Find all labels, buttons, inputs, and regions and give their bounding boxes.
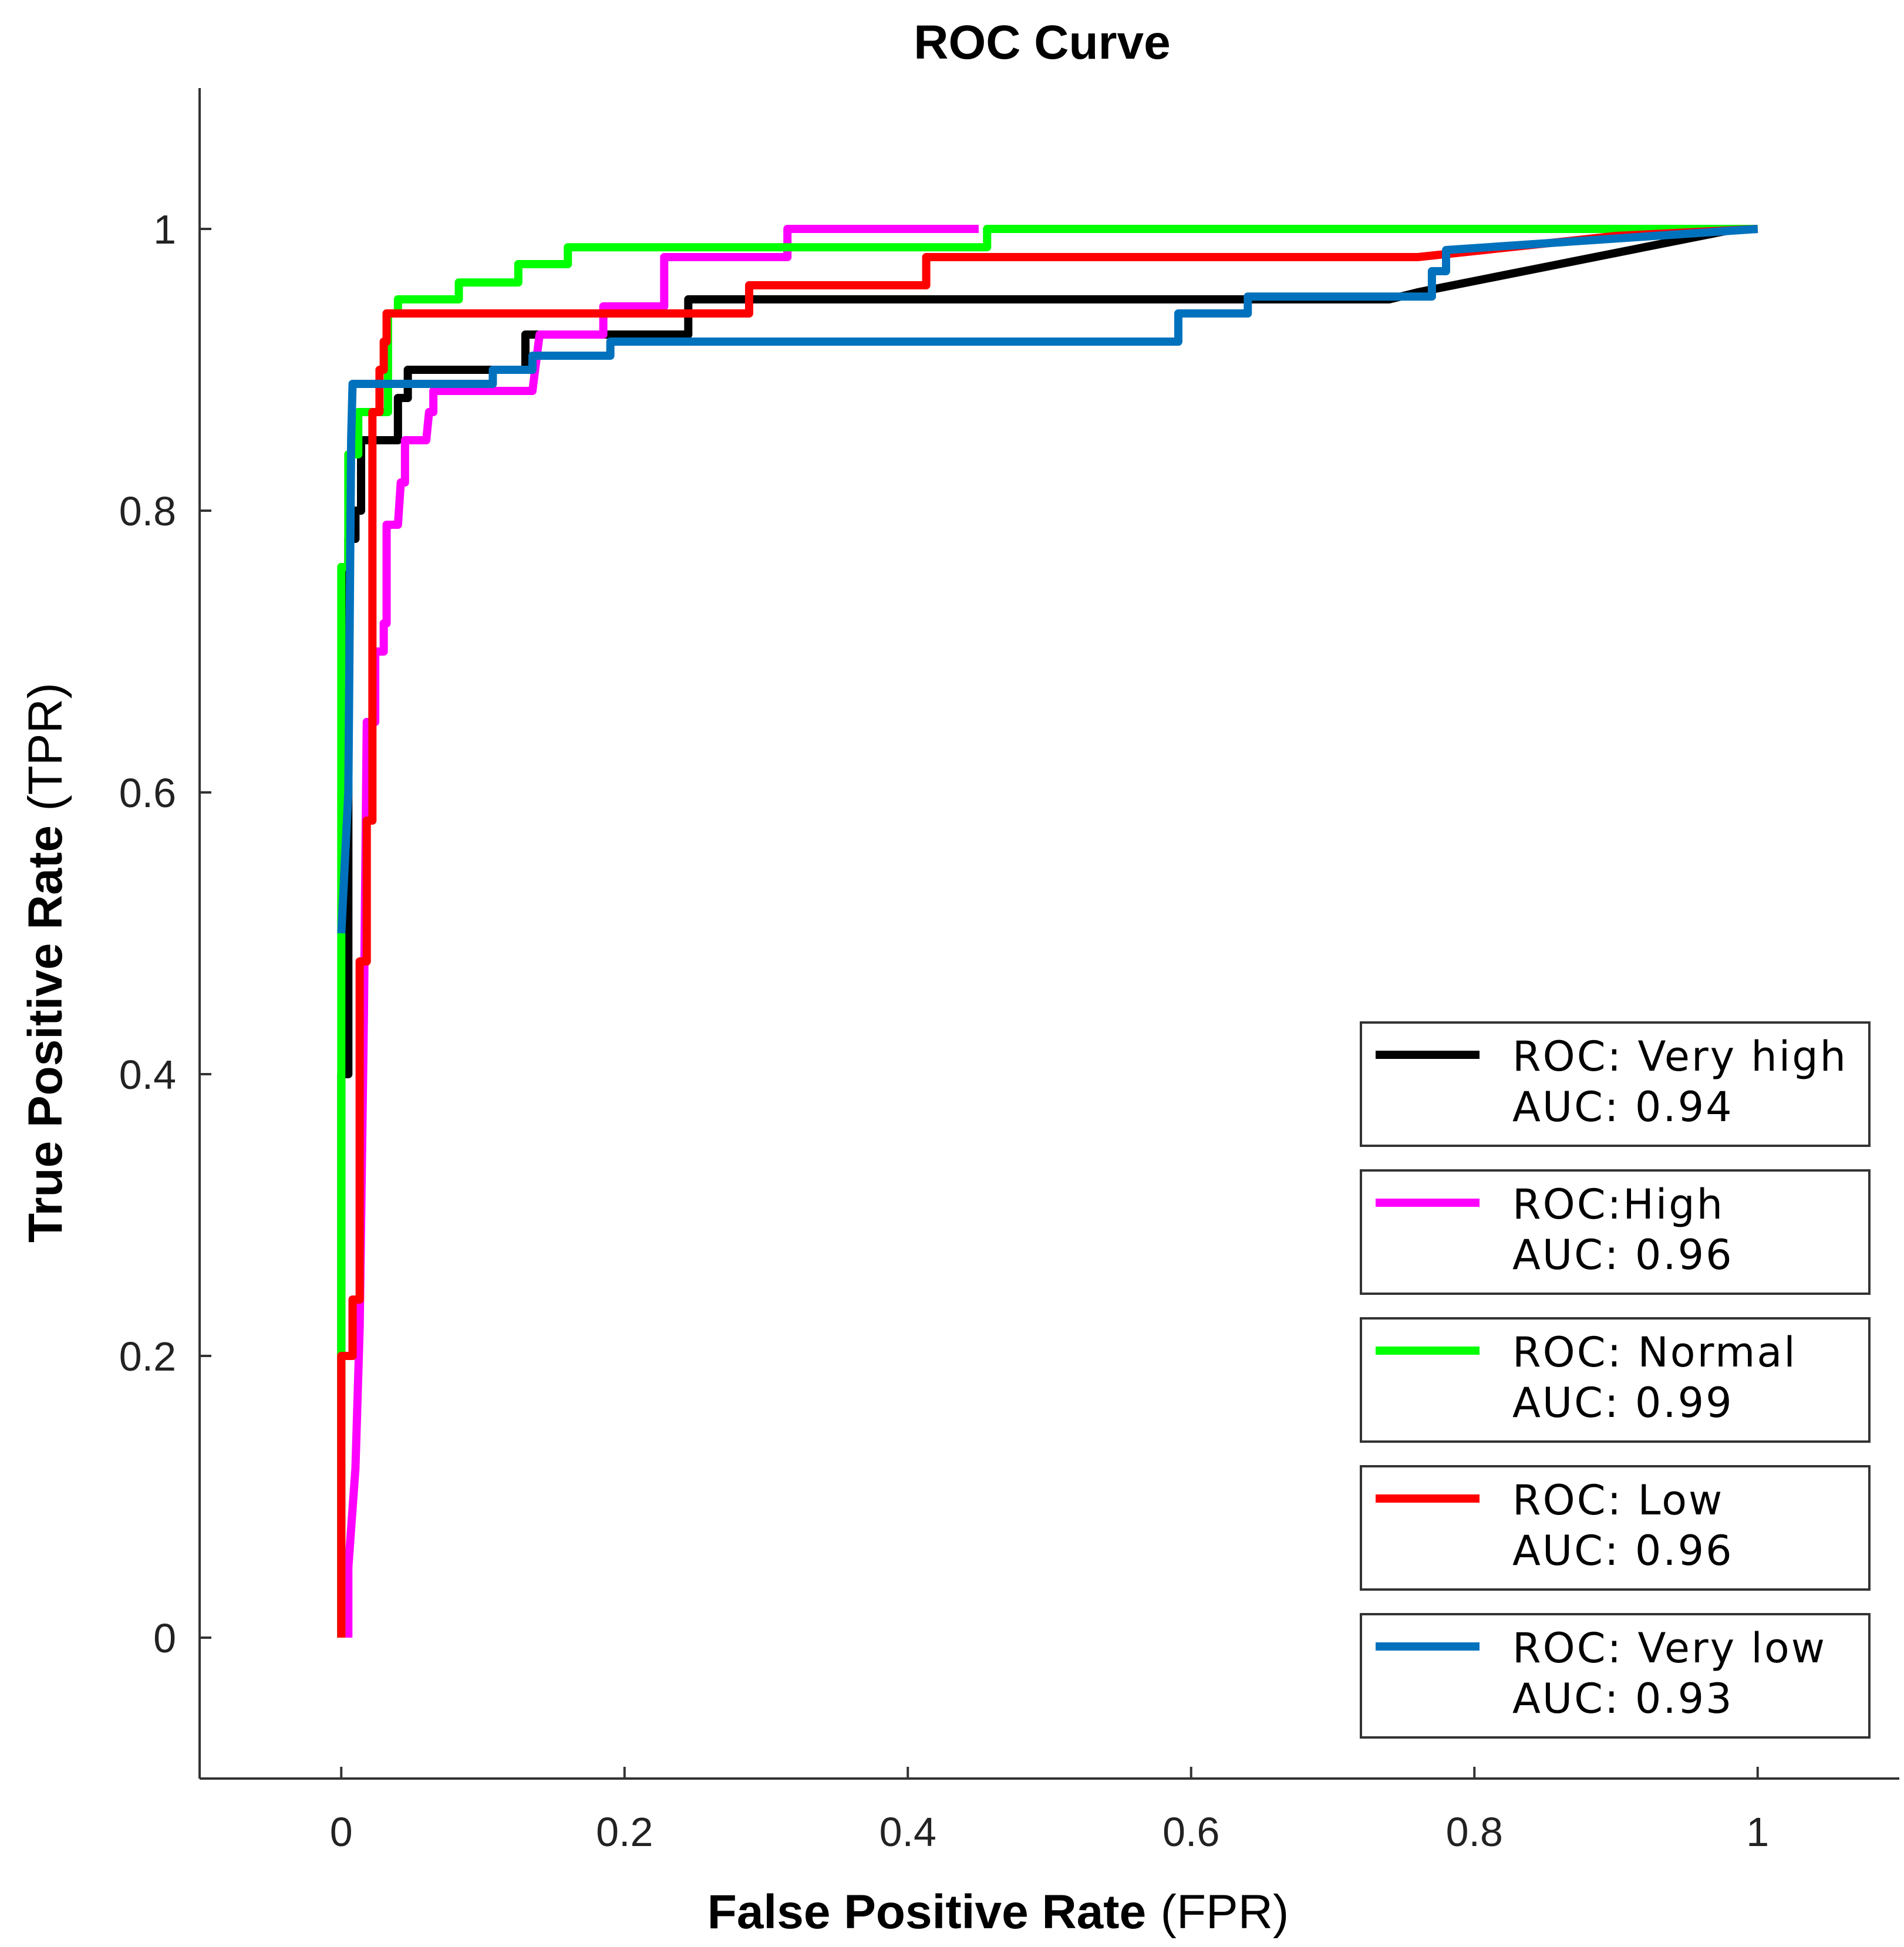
- legend-auc-2: AUC: 0.96: [1512, 1231, 1734, 1279]
- x-tick-label: 0.8: [1446, 1809, 1503, 1855]
- y-axis-label-unit: (TPR): [19, 683, 72, 811]
- legend-box-4: [1360, 1465, 1871, 1591]
- y-axis-label-bold: True Positive Rate: [19, 825, 72, 1243]
- y-tick-label: 0.4: [119, 1052, 176, 1098]
- x-tick-label: 0.6: [1162, 1809, 1219, 1855]
- y-tick-label: 0.2: [119, 1334, 176, 1379]
- y-tick-label: 1: [153, 207, 176, 252]
- labels: ROC Curve False Positive Rate (FPR) True…: [19, 16, 1289, 1939]
- series-layer: [337, 225, 1758, 1638]
- x-axis-label-unit: (FPR): [1161, 1885, 1289, 1939]
- x-tick-label: 0.2: [596, 1809, 653, 1855]
- x-axis-label-bold: False Positive Rate: [707, 1885, 1146, 1939]
- series-line-5: [337, 225, 1758, 934]
- legend-auc-5: AUC: 0.93: [1512, 1675, 1734, 1723]
- series-line-2: [344, 225, 979, 1638]
- x-axis-label: False Positive Rate (FPR): [707, 1885, 1289, 1939]
- legend-box-2: [1360, 1169, 1871, 1295]
- legend-label-4: ROC: Low: [1512, 1476, 1724, 1524]
- legend-box-5: [1360, 1613, 1871, 1739]
- axes: 0 0.2 0.4 0.6 0.8 1 0 0.2 0.4 0.6 0.8 1: [119, 88, 1899, 1855]
- legend-auc-3: AUC: 0.99: [1512, 1379, 1734, 1427]
- legend-label-2: ROC:High: [1512, 1180, 1724, 1229]
- x-tick-label: 1: [1746, 1809, 1769, 1855]
- x-tick-label: 0.4: [879, 1809, 936, 1855]
- y-tick-label: 0.6: [119, 770, 176, 816]
- legend-label-1: ROC: Very high: [1512, 1032, 1848, 1081]
- legend-auc-1: AUC: 0.94: [1512, 1083, 1734, 1131]
- legend-box-1: [1360, 1021, 1871, 1147]
- chart-title: ROC Curve: [914, 16, 1170, 69]
- series-line-4: [337, 225, 1758, 1638]
- legend-box-3: [1360, 1317, 1871, 1443]
- x-tick-label: 0: [330, 1809, 353, 1855]
- legend-auc-4: AUC: 0.96: [1512, 1527, 1734, 1575]
- legend-label-5: ROC: Very low: [1512, 1624, 1827, 1672]
- y-axis-label: True Positive Rate (TPR): [19, 683, 72, 1243]
- legend-label-3: ROC: Normal: [1512, 1328, 1797, 1376]
- y-tick-label: 0: [153, 1615, 176, 1661]
- y-tick-label: 0.8: [119, 488, 176, 534]
